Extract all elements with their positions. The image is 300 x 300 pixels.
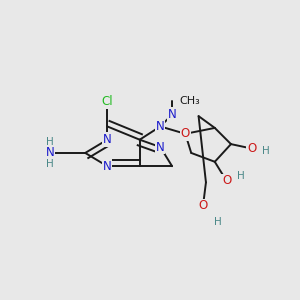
Text: N: N <box>103 160 112 173</box>
Text: N: N <box>168 108 176 121</box>
Text: H: H <box>46 137 54 147</box>
Text: N: N <box>103 133 112 146</box>
Text: H: H <box>214 217 222 227</box>
Text: H: H <box>46 159 54 169</box>
Text: Cl: Cl <box>101 95 113 108</box>
Text: H: H <box>237 172 244 182</box>
Text: N: N <box>156 120 165 133</box>
Text: O: O <box>181 127 190 140</box>
Text: O: O <box>222 174 231 188</box>
Text: H: H <box>262 146 270 157</box>
Text: N: N <box>156 141 165 154</box>
Text: CH₃: CH₃ <box>179 96 200 106</box>
Text: O: O <box>247 142 256 155</box>
Text: N: N <box>46 146 54 159</box>
Text: O: O <box>198 200 208 212</box>
